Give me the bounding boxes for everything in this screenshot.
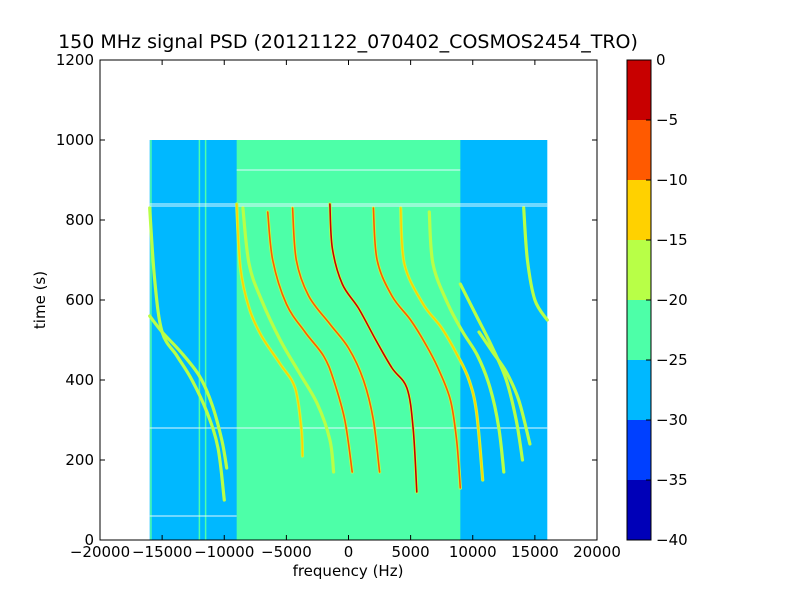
colorbar-tick-label: −35 [656, 471, 688, 489]
doppler-trace [266, 211, 353, 473]
doppler-trace [148, 315, 228, 469]
x-tick-label: 5000 [392, 543, 430, 561]
colorbar-level-swatch [627, 480, 651, 540]
y-axis-label: time (s) [31, 271, 49, 329]
colorbar-level-swatch [627, 180, 651, 240]
x-tick-label: 0 [344, 543, 354, 561]
x-tick-label: 15000 [511, 543, 559, 561]
x-tick-label: 10000 [449, 543, 497, 561]
colorbar-tick-label: −20 [656, 291, 688, 309]
doppler-trace [291, 207, 381, 473]
x-tick-label: −20000 [70, 543, 130, 561]
heatmap-layer [148, 140, 549, 540]
y-tick-label: 200 [65, 451, 94, 469]
colorbar-tick-label: −10 [656, 171, 688, 189]
colorbar-level-swatch [627, 240, 651, 300]
y-tick-label: 800 [65, 211, 94, 229]
x-tick-label: 20000 [573, 543, 621, 561]
x-axis-ticks: −20000 −15000 −10000 −5000 0 5000 10000 15000 20… [70, 60, 621, 561]
x-tick-label: −10000 [194, 543, 254, 561]
colorbar-tick-label: −25 [656, 351, 688, 369]
colorbar-tick-label: −15 [656, 231, 688, 249]
psd-central-band [236, 140, 461, 540]
colorbar-ticks: 0 −5 −10 −15 −20 −25 −30 −35 −40 [646, 51, 688, 549]
x-tick-label: −5000 [261, 543, 312, 561]
doppler-trace [329, 203, 418, 493]
doppler-trace [235, 203, 304, 457]
colorbar-level-swatch [627, 120, 651, 180]
y-tick-label: 1000 [56, 131, 94, 149]
doppler-trace [242, 207, 335, 473]
x-axis-label: frequency (Hz) [293, 562, 404, 580]
colorbar-level-swatch [627, 300, 651, 360]
y-axis-ticks: 0 200 400 600 800 1000 1200 [56, 51, 597, 549]
colorbar-tick-label: 0 [656, 51, 666, 69]
chart-title: 150 MHz signal PSD (20121122_070402_COSM… [58, 31, 638, 53]
colorbar-tick-label: −5 [656, 111, 678, 129]
colorbar-tick-label: −30 [656, 411, 688, 429]
colorbar-level-swatch [627, 60, 651, 120]
doppler-trace [428, 211, 505, 473]
x-tick-label: −15000 [132, 543, 192, 561]
doppler-trace [522, 207, 549, 321]
y-tick-label: 0 [84, 531, 94, 549]
y-tick-label: 1200 [56, 51, 94, 69]
doppler-trace [399, 207, 484, 481]
doppler-trace [372, 207, 462, 489]
colorbar [626, 59, 652, 541]
y-tick-label: 400 [65, 371, 94, 389]
colorbar-tick-label: −40 [656, 531, 688, 549]
doppler-trace [478, 331, 531, 445]
y-tick-label: 600 [65, 291, 94, 309]
colorbar-level-swatch [627, 360, 651, 420]
colorbar-level-swatch [627, 420, 651, 480]
doppler-trace [148, 207, 226, 501]
